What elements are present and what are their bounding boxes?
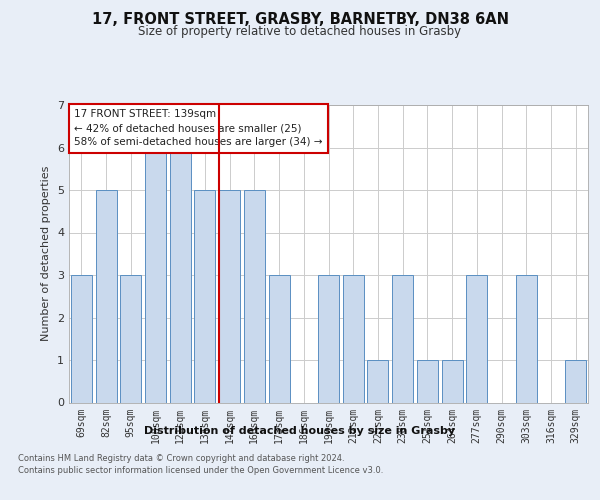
Y-axis label: Number of detached properties: Number of detached properties <box>41 166 52 342</box>
Bar <box>343 275 364 402</box>
Bar <box>417 360 438 403</box>
Bar <box>516 275 537 402</box>
Bar <box>442 360 463 403</box>
Bar <box>318 275 339 402</box>
Text: Contains public sector information licensed under the Open Government Licence v3: Contains public sector information licen… <box>18 466 383 475</box>
Bar <box>219 190 240 402</box>
Text: Contains HM Land Registry data © Crown copyright and database right 2024.: Contains HM Land Registry data © Crown c… <box>18 454 344 463</box>
Text: Distribution of detached houses by size in Grasby: Distribution of detached houses by size … <box>145 426 455 436</box>
Text: 17, FRONT STREET, GRASBY, BARNETBY, DN38 6AN: 17, FRONT STREET, GRASBY, BARNETBY, DN38… <box>91 12 509 28</box>
Bar <box>367 360 388 403</box>
Bar <box>466 275 487 402</box>
Bar <box>244 190 265 402</box>
Bar <box>120 275 141 402</box>
Bar <box>565 360 586 403</box>
Text: 17 FRONT STREET: 139sqm
← 42% of detached houses are smaller (25)
58% of semi-de: 17 FRONT STREET: 139sqm ← 42% of detache… <box>74 110 323 148</box>
Bar <box>269 275 290 402</box>
Text: Size of property relative to detached houses in Grasby: Size of property relative to detached ho… <box>139 25 461 38</box>
Bar <box>145 148 166 402</box>
Bar <box>392 275 413 402</box>
Bar <box>170 148 191 402</box>
Bar <box>95 190 116 402</box>
Bar <box>71 275 92 402</box>
Bar <box>194 190 215 402</box>
